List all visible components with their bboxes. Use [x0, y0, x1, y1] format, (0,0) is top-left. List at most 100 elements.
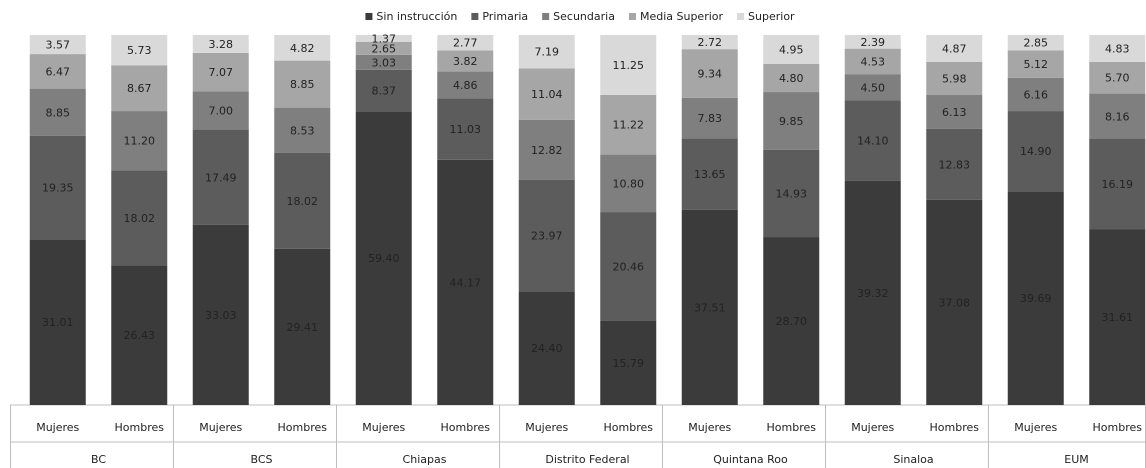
data-label: 20.46	[613, 261, 645, 274]
data-label: 15.79	[613, 357, 645, 370]
x-tick-label: Hombres	[1093, 421, 1143, 434]
bar-segment	[437, 50, 494, 72]
bar-segment	[355, 54, 412, 70]
data-label: 4.82	[290, 42, 315, 55]
data-label: 8.67	[127, 82, 152, 95]
data-label: 14.90	[1020, 145, 1052, 158]
data-label: 7.07	[209, 66, 234, 79]
data-label: 9.85	[779, 115, 804, 128]
data-label: 16.19	[1102, 178, 1134, 191]
bar-segment	[29, 88, 86, 136]
bar-segment	[437, 35, 494, 51]
bar-segment	[355, 111, 412, 406]
bar-segment	[1007, 77, 1064, 112]
bar-segment	[518, 291, 575, 405]
x-tick-label: Mujeres	[1014, 421, 1057, 434]
bar-segment	[1089, 93, 1146, 140]
x-tick-label: Hombres	[604, 421, 654, 434]
bar-segment	[844, 180, 901, 405]
bar-segment	[1089, 139, 1146, 230]
bar-segment	[518, 35, 575, 69]
legend-marker	[737, 13, 745, 20]
bar-segment	[763, 35, 820, 64]
x-tick-label: Hombres	[441, 421, 491, 434]
legend-marker	[365, 13, 373, 20]
data-label: 23.97	[531, 229, 563, 242]
bar-segment	[355, 41, 412, 55]
bar-segment	[763, 149, 820, 238]
data-label: 13.65	[694, 168, 726, 181]
bar-segment	[111, 111, 168, 171]
bar-segment	[274, 152, 331, 249]
data-label: 2.72	[698, 36, 723, 49]
bar-segment	[926, 95, 983, 129]
bar-segment	[1007, 191, 1064, 405]
data-label: 44.17	[450, 276, 482, 289]
x-tick-label: Hombres	[115, 421, 165, 434]
x-tick-label: Mujeres	[851, 421, 894, 434]
bar-segment	[926, 61, 983, 96]
bar-segment	[844, 100, 901, 181]
bar-segment	[681, 138, 738, 210]
data-label: 4.87	[942, 42, 967, 55]
legend-marker	[471, 13, 479, 20]
data-label: 39.32	[857, 287, 889, 300]
bar-segment	[681, 209, 738, 405]
data-label: 31.01	[42, 316, 74, 329]
bar-segment	[355, 35, 412, 42]
bar-segment	[600, 320, 657, 405]
bar-segment	[192, 35, 249, 53]
data-label: 31.61	[1102, 311, 1134, 324]
legend-label: Media Superior	[640, 10, 724, 23]
data-label: 10.80	[613, 177, 645, 190]
data-label: 6.13	[942, 106, 967, 119]
data-label: 33.03	[205, 309, 237, 322]
data-label: 37.08	[939, 296, 971, 309]
bar-segment	[1089, 35, 1146, 62]
bar-segment	[355, 69, 412, 112]
data-label: 3.03	[372, 56, 397, 69]
bar-segment	[192, 224, 249, 405]
data-label: 8.16	[1105, 110, 1130, 123]
bar-segment	[274, 60, 331, 108]
data-label: 4.95	[779, 43, 804, 56]
x-tick-label: Mujeres	[688, 421, 731, 434]
group-label: Chiapas	[403, 453, 447, 466]
legend-label: Superior	[748, 10, 795, 23]
data-label: 11.04	[531, 88, 563, 101]
bar-segment	[763, 63, 820, 93]
data-label: 4.50	[861, 81, 886, 94]
bar-segment	[600, 154, 657, 213]
data-label: 4.83	[1105, 42, 1130, 55]
group-label: EUM	[1064, 453, 1089, 466]
data-label: 3.28	[209, 38, 234, 51]
data-label: 5.70	[1105, 72, 1130, 85]
group-label: Distrito Federal	[545, 453, 629, 466]
data-label: 29.41	[287, 321, 319, 334]
data-label: 6.47	[46, 65, 71, 78]
legend-label: Secundaria	[553, 10, 615, 23]
data-label: 14.93	[776, 187, 808, 200]
x-tick-label: Hombres	[767, 421, 817, 434]
bar-segment	[926, 128, 983, 200]
group-label: Quintana Roo	[713, 453, 788, 466]
bar-segment	[1089, 229, 1146, 405]
data-label: 12.82	[531, 144, 563, 157]
bar-segment	[111, 265, 168, 405]
legend-marker	[542, 13, 550, 20]
bar-segment	[274, 35, 331, 61]
bar-segment	[681, 49, 738, 98]
bar-segment	[274, 248, 331, 405]
data-label: 11.20	[124, 135, 156, 148]
bar-segment	[111, 35, 168, 66]
bar-segment	[29, 35, 86, 55]
bar-segment	[29, 54, 86, 89]
legend-marker	[628, 13, 636, 20]
data-label: 12.83	[939, 158, 971, 171]
data-label: 9.34	[698, 67, 723, 80]
data-label: 2.65	[372, 42, 397, 55]
bar-segment	[844, 74, 901, 101]
data-label: 39.69	[1020, 292, 1052, 305]
data-label: 8.53	[290, 124, 315, 137]
